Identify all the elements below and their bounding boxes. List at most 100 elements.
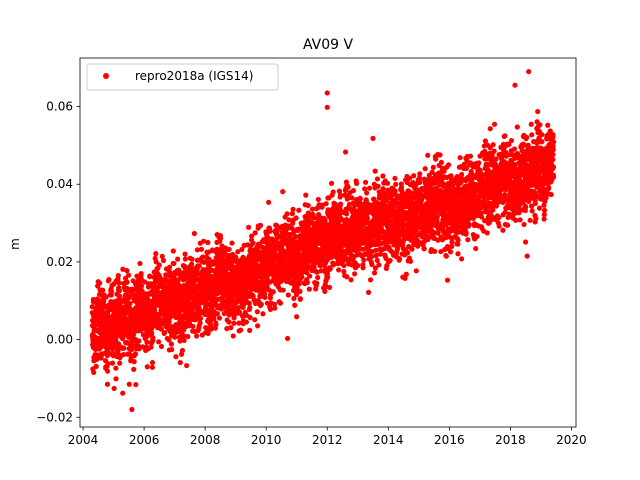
data-point <box>201 238 207 244</box>
data-point <box>409 246 415 252</box>
data-point <box>208 325 215 331</box>
data-point <box>257 222 264 228</box>
data-point <box>404 250 411 256</box>
data-point <box>445 162 452 168</box>
data-point <box>229 240 235 246</box>
data-point <box>149 330 155 336</box>
data-point <box>138 283 145 289</box>
data-point <box>196 263 202 269</box>
data-point <box>117 293 123 299</box>
data-point <box>396 256 402 262</box>
data-point <box>198 315 204 322</box>
data-point <box>352 271 358 277</box>
data-point <box>132 351 139 357</box>
data-point <box>137 260 143 267</box>
data-point <box>350 187 357 194</box>
data-point <box>194 257 201 263</box>
data-point <box>115 273 121 279</box>
data-point <box>164 278 170 284</box>
data-point <box>91 369 97 375</box>
data-point <box>101 298 107 304</box>
data-point <box>163 272 169 278</box>
data-point <box>189 256 195 262</box>
data-point <box>106 277 112 283</box>
data-point <box>266 199 272 205</box>
data-point <box>179 347 186 354</box>
data-point <box>213 322 219 328</box>
data-point <box>417 179 423 186</box>
data-point <box>305 202 311 209</box>
data-point <box>364 190 370 196</box>
data-point <box>473 245 479 252</box>
data-point <box>166 337 172 343</box>
data-point <box>314 280 320 286</box>
data-point <box>348 277 354 283</box>
data-point <box>247 314 253 321</box>
y-axis-label: m <box>8 238 22 250</box>
data-point <box>149 364 155 370</box>
data-point <box>458 256 465 262</box>
data-point <box>243 319 249 325</box>
data-point <box>89 304 95 310</box>
data-point <box>296 281 302 287</box>
data-point <box>337 201 344 207</box>
data-point <box>181 337 187 344</box>
data-point <box>205 249 212 255</box>
data-point <box>198 246 205 252</box>
data-point <box>150 335 156 341</box>
data-point <box>126 381 132 387</box>
data-point <box>258 301 264 307</box>
data-point <box>228 325 234 331</box>
data-point <box>132 295 139 301</box>
data-point <box>354 180 360 186</box>
data-point <box>260 311 266 317</box>
data-point <box>376 262 382 268</box>
data-point <box>191 230 198 237</box>
data-point <box>496 223 502 229</box>
data-point <box>166 264 173 270</box>
data-point <box>247 304 253 311</box>
data-point <box>161 330 168 336</box>
data-point <box>297 288 303 294</box>
data-point <box>168 341 175 347</box>
data-point <box>284 211 290 217</box>
data-point <box>323 201 329 207</box>
data-point <box>315 274 321 281</box>
data-point <box>136 338 142 344</box>
data-point <box>361 257 367 263</box>
data-point <box>104 368 111 374</box>
data-point <box>292 302 298 308</box>
data-point <box>177 359 183 366</box>
data-point <box>413 268 419 274</box>
data-point <box>262 294 268 300</box>
data-point <box>362 179 369 185</box>
data-point <box>226 319 232 325</box>
data-point <box>144 364 150 370</box>
data-point <box>377 251 384 257</box>
data-point <box>124 268 130 274</box>
data-point <box>474 233 480 240</box>
data-point <box>430 164 436 170</box>
data-point <box>425 152 431 158</box>
data-point <box>444 277 451 283</box>
data-point <box>455 237 461 243</box>
data-point <box>457 155 463 161</box>
data-point <box>392 188 398 194</box>
data-point <box>500 227 506 233</box>
data-point <box>173 354 179 360</box>
data-point <box>184 362 190 369</box>
data-point <box>238 327 244 333</box>
data-point <box>226 246 232 252</box>
data-point <box>116 288 123 294</box>
data-point <box>142 279 148 285</box>
data-point <box>172 334 178 340</box>
data-point <box>293 215 299 221</box>
data-point <box>384 180 391 186</box>
data-point <box>411 173 417 179</box>
data-point <box>109 288 115 295</box>
data-point <box>160 257 167 264</box>
data-point <box>455 251 461 257</box>
data-point <box>487 126 493 132</box>
data-point <box>374 257 380 263</box>
data-point <box>250 240 256 246</box>
